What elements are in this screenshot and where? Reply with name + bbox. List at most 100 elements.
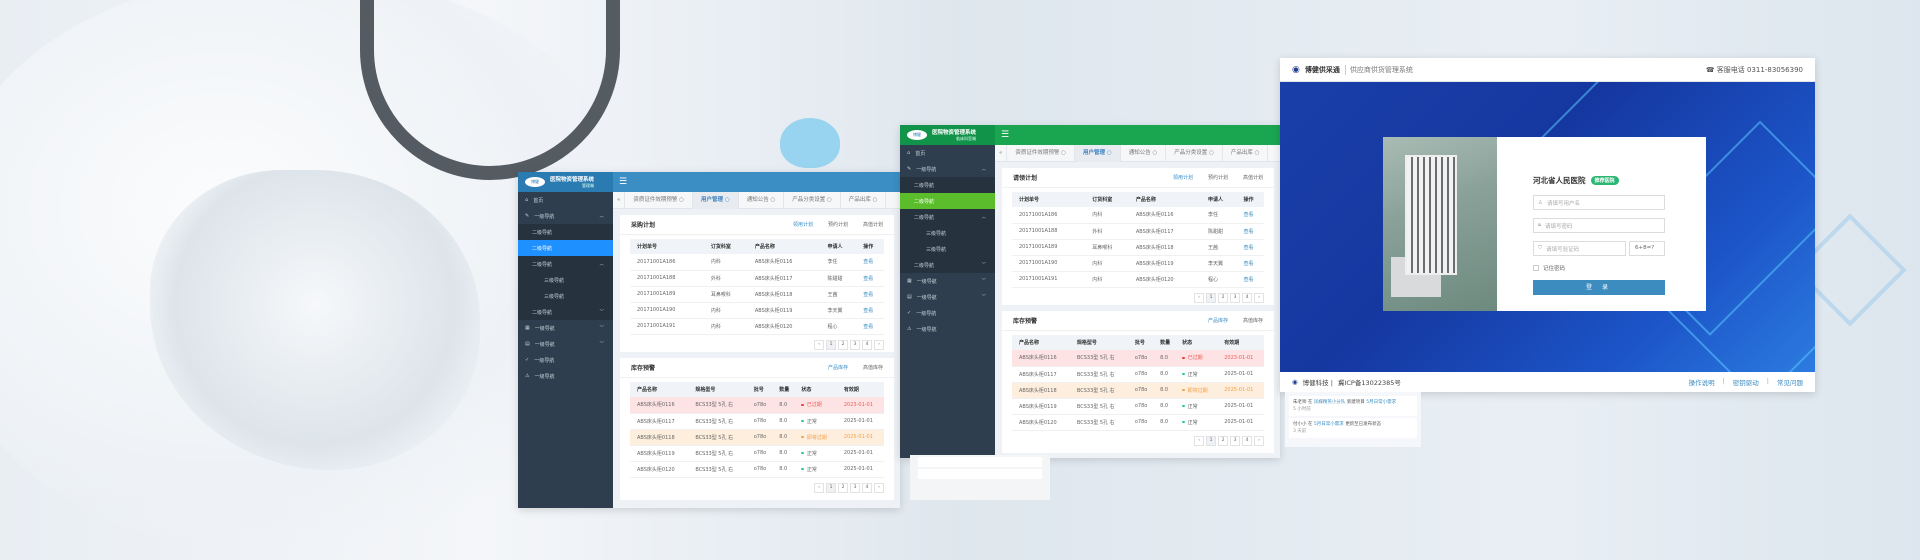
tab-item[interactable]: 产品分类设置 ○ bbox=[1166, 144, 1223, 162]
sidebar-item[interactable]: ⌂ 首页 bbox=[900, 145, 995, 161]
tab-item[interactable]: 通知公告 ○ bbox=[1121, 144, 1167, 162]
panel-tab[interactable]: 高值库存 bbox=[862, 365, 883, 371]
view-link[interactable]: 查看 bbox=[856, 254, 884, 271]
view-link[interactable]: 查看 bbox=[856, 286, 884, 303]
tab-item[interactable]: 资质证件效期预警 ○ bbox=[625, 191, 693, 209]
username-input[interactable]: ♙ 请填写用户名 bbox=[1533, 195, 1665, 210]
tab-close-icon[interactable]: ○ bbox=[1207, 149, 1214, 156]
sidebar-item[interactable]: 二级导航 bbox=[900, 177, 995, 193]
sidebar-item[interactable]: ▦ 一级导航 ﹀ bbox=[900, 273, 995, 289]
page-button[interactable]: 4 bbox=[1242, 292, 1252, 303]
hamburger-menu-icon[interactable]: ☰ bbox=[1001, 130, 1010, 140]
sidebar-item[interactable]: ▤ 一级导航 ﹀ bbox=[518, 336, 613, 352]
tab-item[interactable]: 产品出库 ○ bbox=[841, 191, 887, 209]
tab-item[interactable]: 产品出库 ○ bbox=[1223, 144, 1269, 162]
link-key-driver[interactable]: 密钥驱动 bbox=[1732, 379, 1759, 387]
page-button[interactable]: ‹ bbox=[814, 482, 824, 493]
tab-close-icon[interactable]: ○ bbox=[1059, 149, 1066, 156]
page-button[interactable]: 1 bbox=[826, 339, 836, 350]
remember-checkbox[interactable]: 记住密码 bbox=[1533, 264, 1706, 272]
page-button[interactable]: 1 bbox=[826, 482, 836, 493]
tab-item[interactable]: 产品分类设置 ○ bbox=[784, 191, 841, 209]
panel-tab[interactable]: 预约计划 bbox=[1207, 175, 1228, 181]
panel-tab[interactable]: 高值库存 bbox=[1242, 318, 1263, 324]
sidebar-item[interactable]: ✓ 一级导航 bbox=[518, 352, 613, 368]
tab-close-icon[interactable]: ○ bbox=[677, 196, 684, 203]
tab-item[interactable]: 通知公告 ○ bbox=[739, 191, 785, 209]
sidebar-item[interactable]: ⚠ 一级导航 bbox=[900, 321, 995, 337]
tab-close-icon[interactable]: ○ bbox=[1150, 149, 1158, 156]
page-button[interactable]: › bbox=[874, 339, 884, 350]
page-button[interactable]: 3 bbox=[850, 339, 860, 350]
sidebar-item[interactable]: 三级导航 bbox=[900, 241, 995, 257]
page-button[interactable]: 3 bbox=[1230, 435, 1240, 446]
captcha-input[interactable]: ⛉ 请填写验证码 bbox=[1533, 241, 1626, 256]
page-button[interactable]: 2 bbox=[1218, 292, 1228, 303]
sidebar-item[interactable]: 二级导航 bbox=[518, 224, 613, 240]
tab-close-icon[interactable]: ○ bbox=[870, 196, 878, 203]
sidebar-item[interactable]: 三级导航 bbox=[900, 225, 995, 241]
sidebar-item[interactable]: 二级导航 ︿ bbox=[900, 209, 995, 225]
feed-object-link[interactable]: 5月日常小需求 bbox=[1366, 400, 1397, 405]
sidebar-item[interactable]: 二级导航 bbox=[900, 193, 995, 209]
page-button[interactable]: 4 bbox=[862, 339, 872, 350]
view-link[interactable]: 查看 bbox=[1236, 223, 1264, 240]
password-input[interactable]: 🔒︎ 请填写密码 bbox=[1533, 218, 1665, 233]
tab-item[interactable]: 资质证件效期预警 ○ bbox=[1007, 144, 1075, 162]
tab-item[interactable]: 用户管理 ○ bbox=[1074, 144, 1121, 162]
tab-close-icon[interactable]: ○ bbox=[825, 196, 832, 203]
page-button[interactable]: 1 bbox=[1206, 292, 1216, 303]
page-button[interactable]: 2 bbox=[838, 482, 848, 493]
tab-close-icon[interactable]: ○ bbox=[768, 196, 776, 203]
page-button[interactable]: 2 bbox=[1218, 435, 1228, 446]
panel-tab[interactable]: 高值计划 bbox=[1242, 175, 1263, 181]
tab-item[interactable]: 用户管理 ○ bbox=[692, 191, 739, 209]
sidebar-item[interactable]: 二级导航 ﹀ bbox=[900, 257, 995, 273]
page-button[interactable]: › bbox=[1254, 292, 1264, 303]
sidebar-item[interactable]: 三级导航 bbox=[518, 288, 613, 304]
feed-target-link[interactable]: 5月日常小需求 bbox=[1313, 422, 1344, 427]
collapse-tabs-button[interactable]: « bbox=[613, 191, 626, 209]
sidebar-item[interactable]: ✓ 一级导航 bbox=[900, 305, 995, 321]
page-button[interactable]: 3 bbox=[850, 482, 860, 493]
page-button[interactable]: ‹ bbox=[1194, 292, 1204, 303]
view-link[interactable]: 查看 bbox=[856, 270, 884, 287]
sidebar-item[interactable]: ✎ 一级导航 ︿ bbox=[900, 161, 995, 177]
page-button[interactable]: 4 bbox=[862, 482, 872, 493]
panel-tab[interactable]: 预约计划 bbox=[827, 222, 848, 228]
panel-tab[interactable]: 领用计划 bbox=[1172, 175, 1193, 181]
sidebar-item[interactable]: 二级导航 bbox=[518, 240, 613, 256]
feed-target-link[interactable]: 凤媒精英小分队 bbox=[1313, 400, 1346, 405]
panel-tab[interactable]: 领用计划 bbox=[792, 222, 813, 228]
panel-tab[interactable]: 高值计划 bbox=[862, 222, 883, 228]
tab-close-icon[interactable]: ○ bbox=[722, 196, 730, 203]
view-link[interactable]: 查看 bbox=[1236, 271, 1264, 288]
sidebar-item[interactable]: 二级导航 ﹀ bbox=[518, 304, 613, 320]
sidebar-item[interactable]: ▤ 一级导航 ﹀ bbox=[900, 289, 995, 305]
link-faq[interactable]: 常见问题 bbox=[1777, 379, 1803, 387]
sidebar-item[interactable]: 三级导航 bbox=[518, 272, 613, 288]
link-instructions[interactable]: 操作说明 bbox=[1688, 379, 1715, 387]
page-button[interactable]: ‹ bbox=[814, 339, 824, 350]
view-link[interactable]: 查看 bbox=[856, 318, 884, 335]
page-button[interactable]: 4 bbox=[1242, 435, 1252, 446]
page-button[interactable]: 1 bbox=[1206, 435, 1216, 446]
sidebar-item[interactable]: ⌂ 首页 bbox=[518, 192, 613, 208]
login-button[interactable]: 登 录 bbox=[1533, 280, 1665, 295]
sidebar-item[interactable]: ✎ 一级导航 ︿ bbox=[518, 208, 613, 224]
tab-close-icon[interactable]: ○ bbox=[1252, 149, 1260, 156]
page-button[interactable]: ‹ bbox=[1194, 435, 1204, 446]
view-link[interactable]: 查看 bbox=[1236, 207, 1264, 224]
page-button[interactable]: › bbox=[1254, 435, 1264, 446]
collapse-tabs-button[interactable]: « bbox=[995, 144, 1008, 162]
sidebar-item[interactable]: 二级导航 ︿ bbox=[518, 256, 613, 272]
panel-tab[interactable]: 产品库存 bbox=[827, 365, 848, 371]
view-link[interactable]: 查看 bbox=[1236, 239, 1264, 256]
sidebar-item[interactable]: ▦ 一级导航 ﹀ bbox=[518, 320, 613, 336]
hamburger-menu-icon[interactable]: ☰ bbox=[619, 177, 628, 187]
view-link[interactable]: 查看 bbox=[856, 302, 884, 319]
captcha-image[interactable]: 6+8=? bbox=[1629, 241, 1665, 256]
page-button[interactable]: 2 bbox=[838, 339, 848, 350]
view-link[interactable]: 查看 bbox=[1236, 255, 1264, 272]
page-button[interactable]: › bbox=[874, 482, 884, 493]
